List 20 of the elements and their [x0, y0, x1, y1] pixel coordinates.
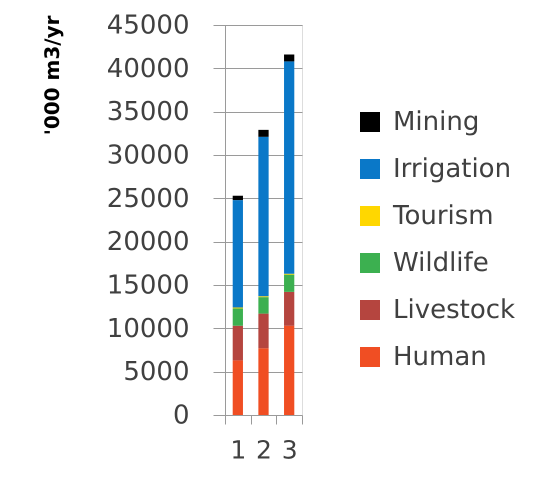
- y-tick-label: 0: [172, 400, 190, 430]
- x-tick-label: 3: [282, 436, 298, 464]
- y-tick-label: 45000: [106, 10, 190, 40]
- legend-label: Human: [393, 342, 487, 372]
- y-tick-label: 35000: [106, 97, 190, 128]
- y-tick-label: 5000: [123, 357, 190, 388]
- legend-label: Wildlife: [393, 248, 489, 278]
- x-tick-label: 1: [230, 436, 246, 464]
- y-axis-title: '000 m3/yr: [40, 15, 64, 136]
- y-tick-label: 10000: [106, 314, 190, 344]
- y-tick-label: 30000: [106, 140, 190, 170]
- legend-label: Irrigation: [393, 154, 512, 184]
- legend-label: Tourism: [392, 201, 494, 231]
- y-tick-label: 20000: [106, 227, 190, 258]
- x-tick-label: 2: [256, 436, 272, 464]
- y-tick-label: 15000: [106, 270, 190, 300]
- y-tick-label: 25000: [106, 184, 190, 214]
- legend-label: Mining: [393, 107, 480, 137]
- y-tick-label: 40000: [106, 54, 190, 84]
- legend-label: Livestock: [393, 295, 516, 325]
